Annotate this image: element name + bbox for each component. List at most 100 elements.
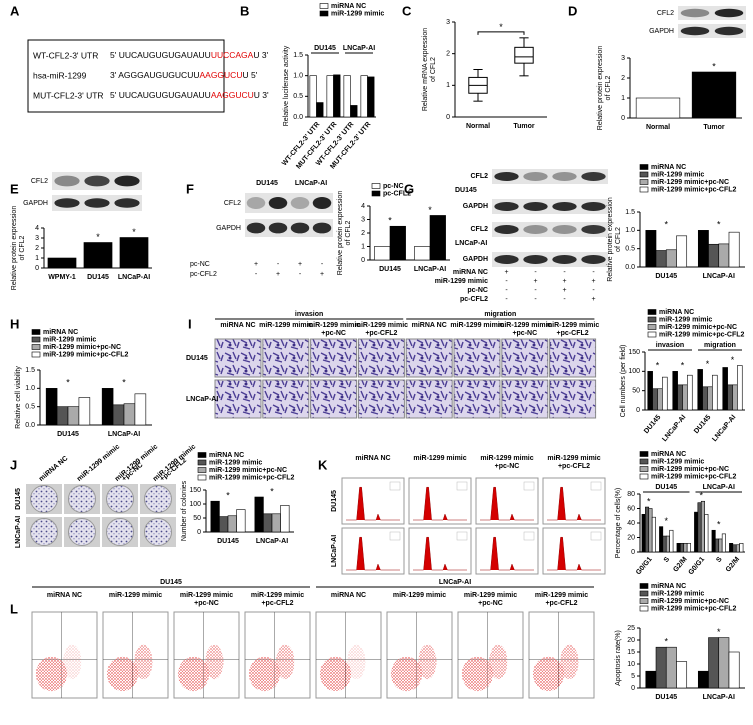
blot-label: GAPDH: [463, 203, 488, 210]
legend-swatch: [639, 466, 649, 472]
bar: [712, 374, 718, 411]
y-axis-label: Relative protein expression: [11, 206, 18, 291]
panel-label: H: [10, 316, 19, 331]
legend-label: miR-1299 mimic+pc-NC: [651, 598, 729, 605]
bar: [662, 376, 668, 411]
bar: [134, 393, 147, 426]
column-header: miR-1299 mimic: [109, 592, 162, 599]
flow-legend: [389, 531, 401, 541]
bar: [694, 511, 699, 553]
cell-label: DU145: [455, 187, 477, 194]
panel-label: B: [240, 3, 249, 18]
y-tick-label: 1.5: [625, 209, 635, 216]
blot-band: [523, 225, 548, 234]
flow-legend: [456, 481, 468, 491]
bar: [700, 500, 705, 553]
x-tick-label: LNCaP-AI: [703, 694, 735, 701]
binding-site: AAGGUCU: [199, 70, 242, 80]
legend-label: miRNA NC: [43, 329, 78, 336]
column-header: miRNA NC: [412, 322, 447, 329]
binding-site: AAGGUCU: [211, 90, 254, 100]
x-tick-label: LNCaP-AI: [703, 273, 735, 280]
condition-sign: -: [321, 261, 324, 268]
bar: [651, 516, 656, 553]
bar: [721, 533, 726, 553]
bar: [702, 386, 708, 411]
panel-label: C: [402, 3, 412, 18]
bar: [718, 637, 730, 689]
y-tick-label: 0.5: [25, 404, 35, 411]
y-tick-label: 80: [627, 491, 635, 498]
panel-label: E: [10, 181, 19, 196]
condition-sign: -: [592, 269, 595, 276]
significance-star: *: [706, 359, 710, 369]
x-tick-label: DU145: [655, 273, 677, 280]
legend-swatch: [647, 331, 657, 338]
y-axis-label: Relative luciferase activity: [283, 45, 290, 126]
y-tick-label: 0: [621, 115, 625, 122]
y-tick-label: 0.0: [625, 264, 635, 271]
legend-label: miR-1299 mimic: [43, 336, 96, 343]
y-tick-label: 150: [628, 349, 640, 356]
bar: [123, 403, 136, 426]
blot-band: [523, 172, 548, 181]
y-tick-label: 40: [627, 520, 635, 527]
bar: [648, 508, 653, 553]
legend-swatch: [371, 183, 381, 189]
blot-label: CFL2: [31, 178, 48, 185]
blot-band: [581, 255, 606, 264]
column-header: +pc-NC: [512, 330, 537, 337]
column-header: miR-1299 mimic: [546, 322, 599, 329]
sequence: 3' AGGGAUGUGUCUUAAGGUCUU 5': [110, 70, 258, 80]
bar: [367, 76, 375, 118]
x-tick-label: DU145: [693, 414, 712, 435]
blot-strip: [492, 222, 608, 237]
sequence-name: WT-CFL2-3' UTR: [33, 50, 98, 60]
y-tick-label: 1.5: [25, 367, 35, 374]
y-tick-label: 1: [621, 95, 625, 102]
micrograph: [405, 338, 453, 378]
panel-label: A: [10, 3, 20, 18]
condition-sign: -: [505, 278, 508, 285]
micrograph: [262, 338, 310, 378]
x-tick-label: Normal: [466, 123, 490, 130]
condition-sign: -: [563, 269, 566, 276]
blot-label: CFL2: [224, 200, 241, 207]
colony-well: [106, 485, 134, 513]
significance-star: *: [712, 61, 716, 71]
legend-label: miR-1299 mimic+pc-CFL2: [43, 351, 128, 358]
y-tick-label: 3: [446, 19, 450, 26]
flow-legend: [456, 531, 468, 541]
blot-label: GAPDH: [649, 28, 674, 35]
bar: [686, 542, 691, 553]
condition-label: miR-1299 mimic: [435, 278, 488, 285]
micrograph: [214, 379, 262, 419]
bar: [647, 371, 653, 411]
lane-header: DU145: [256, 180, 278, 187]
legend-label: miRNA NC: [651, 583, 686, 590]
significance-star: *: [499, 22, 503, 32]
sequence-part: U 3': [253, 50, 268, 60]
bar: [316, 102, 324, 118]
colony-well: [30, 518, 58, 546]
y-tick-label: 4: [35, 225, 39, 232]
y-tick-label: 20: [627, 637, 635, 644]
lane-header: LNCaP-AI: [295, 180, 327, 187]
significance-star: *: [664, 220, 668, 230]
cell-cluster: [248, 656, 281, 692]
bar: [56, 406, 69, 426]
micrograph: [405, 379, 453, 419]
condition-label: pc-NC: [190, 261, 210, 268]
condition-sign: -: [534, 269, 537, 276]
bar: [389, 225, 406, 261]
y-tick-label: 150: [189, 487, 201, 494]
significance-star: *: [681, 361, 685, 371]
legend-swatch: [639, 598, 649, 604]
bar: [119, 237, 149, 269]
y-tick-label: 1.5: [293, 52, 303, 59]
bar: [309, 75, 317, 118]
legend-label: miR-1299 mimic+pc-CFL2: [651, 473, 736, 480]
condition-sign: +: [533, 278, 537, 285]
x-tick-label: LNCaP-AI: [108, 431, 140, 438]
sequence-part: 3' AGGGAUGUGUCUU: [110, 70, 199, 80]
